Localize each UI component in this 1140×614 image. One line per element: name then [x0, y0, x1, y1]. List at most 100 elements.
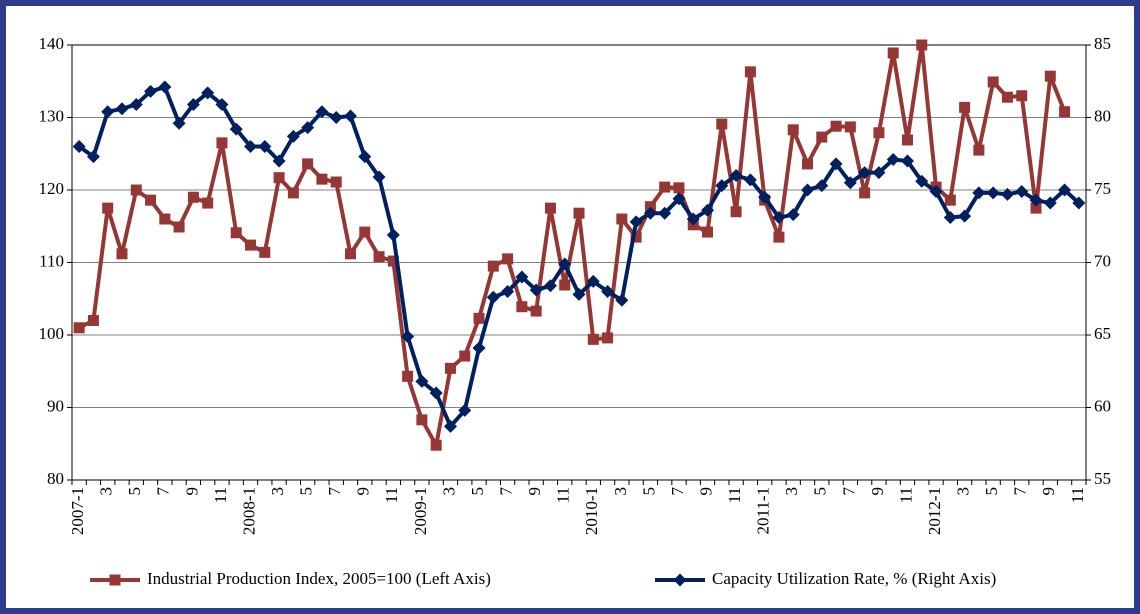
- marker: [843, 176, 857, 190]
- y-tick-label: 80: [47, 469, 64, 488]
- marker: [1015, 184, 1029, 198]
- x-tick-label: 11: [382, 487, 401, 503]
- x-tick-label: 7: [154, 487, 173, 496]
- marker: [715, 179, 729, 193]
- marker: [872, 166, 886, 180]
- marker: [958, 209, 972, 223]
- marker: [459, 350, 471, 362]
- marker: [615, 293, 629, 307]
- series-line: [78, 43, 1067, 448]
- y-tick-label: 90: [47, 396, 64, 415]
- marker: [116, 248, 128, 260]
- y2-tick-label: 75: [1094, 179, 1111, 198]
- marker: [601, 285, 615, 298]
- x-tick-label: 7: [839, 487, 858, 496]
- marker: [72, 140, 86, 153]
- marker: [758, 190, 772, 204]
- marker: [987, 76, 999, 88]
- marker: [972, 186, 986, 200]
- marker: [629, 215, 643, 229]
- marker: [145, 194, 157, 206]
- x-tick-label: 9: [182, 487, 201, 496]
- marker: [287, 187, 299, 199]
- y2-tick-label: 55: [1094, 469, 1111, 488]
- marker: [358, 150, 372, 164]
- marker: [216, 137, 228, 149]
- marker: [786, 208, 800, 222]
- x-tick-label: 2010-1: [582, 487, 601, 535]
- x-tick-label: 2007-1: [68, 487, 87, 535]
- y-tick-label: 130: [39, 106, 65, 125]
- x-tick-label: 11: [725, 487, 744, 503]
- marker: [458, 403, 472, 417]
- x-tick-label: 7: [1011, 487, 1030, 496]
- marker: [387, 255, 399, 267]
- marker: [415, 374, 429, 388]
- x-tick-label: 9: [525, 487, 544, 496]
- marker: [887, 47, 899, 59]
- marker: [802, 158, 814, 170]
- marker: [544, 202, 556, 214]
- marker: [1000, 187, 1014, 201]
- marker: [258, 140, 272, 153]
- marker: [1029, 193, 1043, 207]
- x-tick-label: 3: [782, 487, 801, 496]
- marker: [502, 253, 514, 265]
- marker: [245, 239, 257, 251]
- marker: [272, 154, 286, 168]
- marker: [343, 109, 357, 123]
- marker: [543, 279, 557, 293]
- marker: [886, 153, 900, 167]
- marker: [1044, 70, 1056, 82]
- marker: [259, 246, 271, 258]
- marker: [73, 322, 85, 334]
- marker: [530, 305, 542, 317]
- marker: [901, 134, 913, 146]
- marker: [658, 206, 672, 220]
- marker: [1001, 91, 1013, 103]
- marker: [973, 144, 985, 156]
- marker: [672, 192, 686, 206]
- marker: [644, 201, 656, 213]
- legend-label: Capacity Utilization Rate, % (Right Axis…: [712, 569, 996, 588]
- marker: [829, 157, 843, 171]
- x-tick-label: 11: [896, 487, 915, 503]
- marker: [716, 118, 728, 130]
- x-tick-label: 5: [297, 487, 316, 496]
- marker: [673, 573, 687, 587]
- marker: [172, 116, 186, 130]
- marker: [344, 248, 356, 260]
- marker: [86, 150, 100, 164]
- marker: [929, 184, 943, 198]
- marker: [787, 124, 799, 136]
- marker: [301, 121, 315, 135]
- x-tick-label: 7: [496, 487, 515, 496]
- x-tick-label: 3: [439, 487, 458, 496]
- marker: [587, 333, 599, 345]
- x-tick-label: 3: [954, 487, 973, 496]
- x-tick-label: 9: [696, 487, 715, 496]
- marker: [873, 127, 885, 139]
- marker: [986, 186, 1000, 200]
- marker: [372, 170, 386, 184]
- x-tick-label: 9: [1039, 487, 1058, 496]
- marker: [730, 206, 742, 218]
- marker: [443, 419, 457, 433]
- marker: [202, 197, 214, 209]
- marker: [158, 80, 172, 94]
- x-tick-label: 2008-1: [239, 487, 258, 535]
- marker: [102, 202, 114, 214]
- marker: [830, 120, 842, 132]
- x-tick-label: 3: [611, 487, 630, 496]
- marker: [943, 211, 957, 225]
- marker: [1058, 183, 1072, 197]
- marker: [916, 39, 928, 51]
- marker: [702, 226, 714, 238]
- marker: [472, 341, 486, 355]
- marker: [173, 221, 185, 233]
- marker: [129, 97, 143, 111]
- marker: [230, 227, 242, 239]
- marker: [115, 102, 129, 116]
- marker: [330, 176, 342, 188]
- marker: [416, 414, 428, 426]
